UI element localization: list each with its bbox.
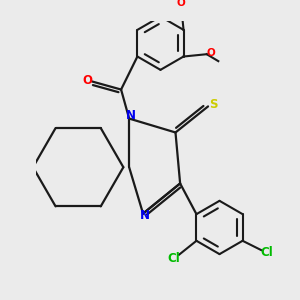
Text: N: N [126,109,136,122]
Text: S: S [210,98,218,111]
Text: Cl: Cl [260,246,273,259]
Text: O: O [177,0,186,8]
Text: Cl: Cl [167,252,180,266]
Text: O: O [82,74,92,87]
Text: N: N [140,209,150,222]
Text: O: O [206,48,215,58]
